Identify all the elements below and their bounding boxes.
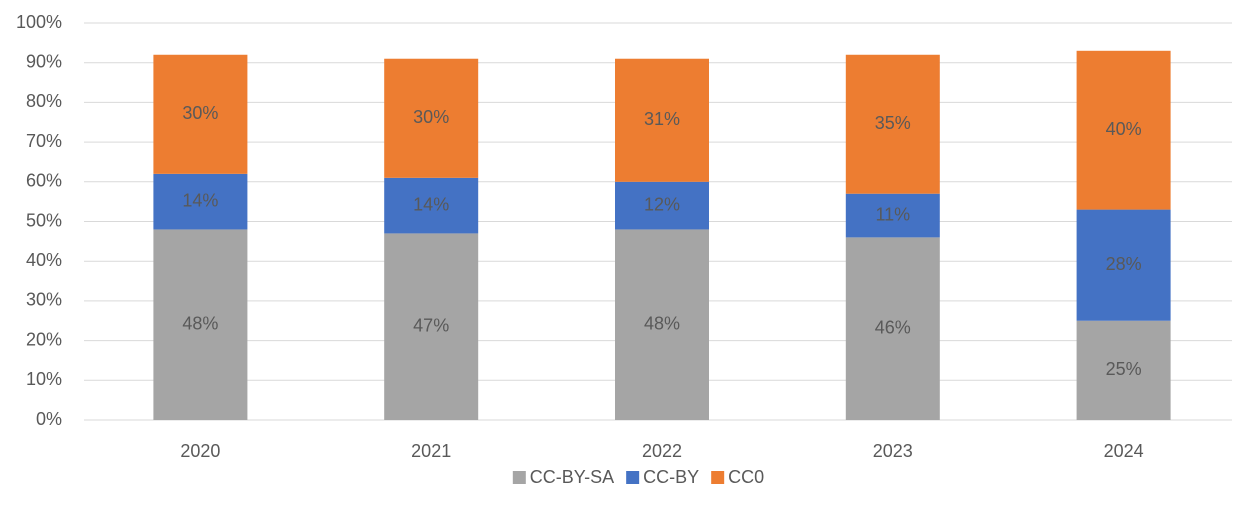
bar-segment: [153, 54, 248, 174]
y-tick-label: 90%: [26, 51, 62, 71]
y-tick-label: 30%: [26, 290, 62, 310]
bar-segment: [1076, 320, 1171, 420]
data-label: 46%: [875, 317, 911, 337]
y-tick-label: 70%: [26, 131, 62, 151]
bar-segment: [384, 58, 479, 178]
legend-label: CC0: [728, 467, 764, 487]
data-label: 14%: [413, 194, 449, 214]
data-label: 31%: [644, 109, 680, 129]
y-tick-label: 100%: [16, 12, 62, 32]
x-tick-label: 2022: [642, 441, 682, 461]
data-label: 40%: [1106, 119, 1142, 139]
x-tick-label: 2020: [180, 441, 220, 461]
y-tick-label: 20%: [26, 329, 62, 349]
x-tick-label: 2024: [1104, 441, 1144, 461]
bar-segment: [615, 58, 709, 182]
bar-segment: [1076, 50, 1171, 210]
data-label: 48%: [644, 313, 680, 333]
bar-segment: [153, 229, 248, 420]
bar-segment: [384, 233, 479, 420]
bar-segment: [845, 54, 940, 194]
legend-label: CC-BY: [643, 467, 699, 487]
bar-segment: [845, 237, 940, 420]
bar-segment: [615, 181, 709, 230]
y-tick-label: 10%: [26, 369, 62, 389]
x-tick-label: 2023: [873, 441, 913, 461]
legend-swatch: [626, 471, 640, 484]
legend-swatch: [512, 471, 526, 484]
legend-label: CC-BY-SA: [530, 467, 614, 487]
data-label: 14%: [182, 190, 218, 210]
x-tick-label: 2021: [411, 441, 451, 461]
bar-segment: [153, 173, 248, 230]
data-label: 35%: [875, 113, 911, 133]
data-label: 47%: [413, 315, 449, 335]
data-label: 30%: [413, 107, 449, 127]
bar-segment: [615, 229, 709, 420]
y-tick-label: 50%: [26, 210, 62, 230]
legend-swatch: [711, 471, 725, 484]
data-label: 30%: [182, 103, 218, 123]
data-label: 25%: [1106, 359, 1142, 379]
y-tick-label: 40%: [26, 250, 62, 270]
y-tick-label: 0%: [36, 409, 62, 429]
bar-segment: [1076, 209, 1171, 321]
y-tick-label: 80%: [26, 91, 62, 111]
bar-segment: [384, 177, 479, 234]
data-label: 11%: [875, 204, 910, 224]
bar-segment: [845, 193, 940, 238]
data-label: 48%: [182, 313, 218, 333]
data-label: 28%: [1106, 254, 1142, 274]
data-label: 12%: [644, 194, 680, 214]
y-tick-label: 60%: [26, 171, 62, 191]
